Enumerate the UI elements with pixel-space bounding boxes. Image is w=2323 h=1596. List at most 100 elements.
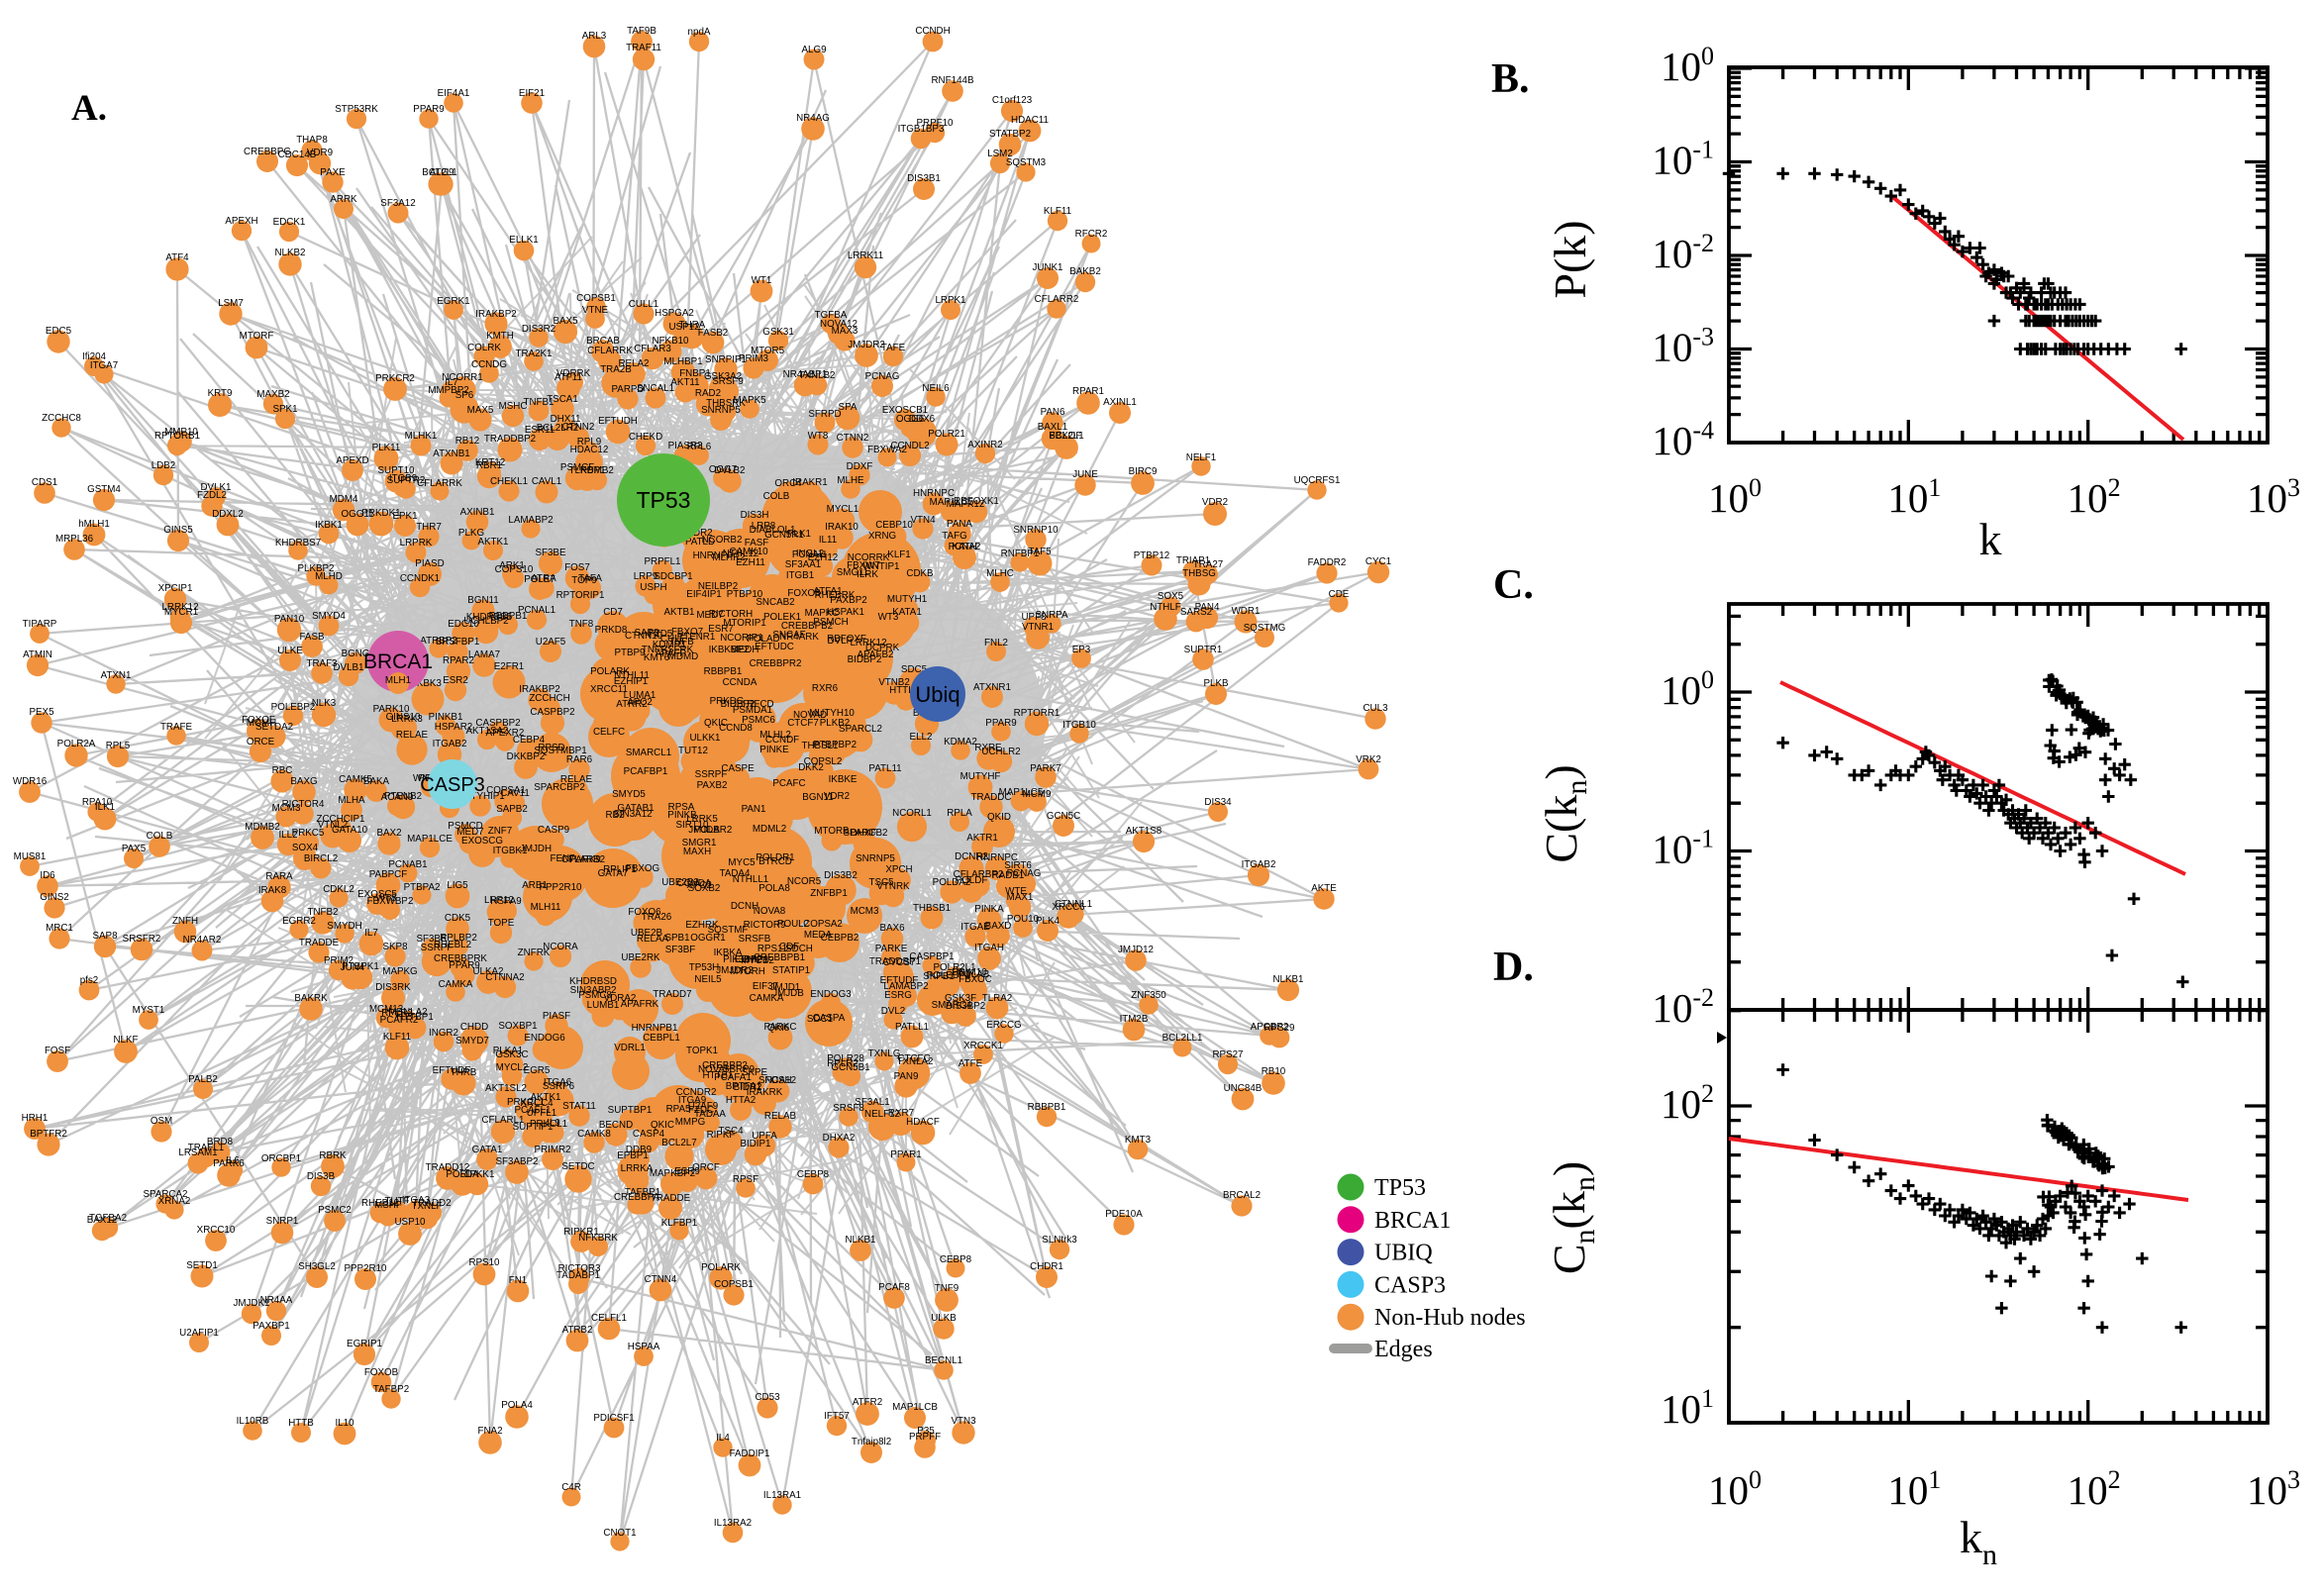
- svg-text:CAMK5: CAMK5: [339, 774, 372, 785]
- svg-text:RPTORB1: RPTORB1: [154, 431, 200, 442]
- svg-text:TOP9: TOP9: [571, 575, 596, 586]
- svg-text:NOVA8: NOVA8: [754, 906, 786, 917]
- svg-text:POLDA2: POLDA2: [933, 877, 971, 888]
- svg-text:TRADDE: TRADDE: [299, 938, 340, 948]
- svg-text:ENDOG6: ENDOG6: [524, 1033, 565, 1044]
- svg-text:CFLARBP2: CFLARBP2: [954, 869, 1004, 880]
- svg-text:BCL2LR2: BCL2LR2: [537, 423, 578, 434]
- svg-text:NCORIP1: NCORIP1: [720, 633, 763, 644]
- svg-text:MYCL1: MYCL1: [827, 504, 859, 515]
- svg-text:CDK5: CDK5: [445, 913, 471, 924]
- svg-text:DHXF: DHXF: [851, 828, 877, 839]
- svg-text:TNF8: TNF8: [569, 619, 594, 630]
- svg-text:NLKB1: NLKB1: [1272, 974, 1303, 985]
- svg-text:XRCC6: XRCC6: [1052, 902, 1085, 913]
- svg-text:SMYDH: SMYDH: [327, 921, 361, 932]
- svg-text:BAX6: BAX6: [879, 923, 905, 934]
- svg-text:TUT12: TUT12: [678, 746, 708, 756]
- svg-text:PCNAH: PCNAH: [792, 549, 826, 560]
- svg-text:RBBPB1: RBBPB1: [704, 666, 743, 677]
- svg-text:PARPD: PARPD: [611, 384, 644, 395]
- svg-text:SMGR1: SMGR1: [682, 838, 717, 848]
- svg-text:PEX5: PEX5: [29, 707, 54, 718]
- svg-text:FOS7: FOS7: [564, 562, 590, 573]
- svg-text:AXINR2: AXINR2: [967, 440, 1002, 450]
- svg-text:TLRBP1: TLRBP1: [568, 465, 605, 476]
- svg-text:XPCIP1: XPCIP1: [158, 583, 193, 594]
- svg-text:SRSF9: SRSF9: [712, 376, 744, 387]
- svg-text:COLB: COLB: [763, 491, 790, 502]
- svg-text:TNFB: TNFB: [668, 637, 694, 648]
- svg-text:ATF4: ATF4: [165, 252, 189, 263]
- svg-text:ESRG: ESRG: [884, 990, 912, 1001]
- svg-text:HNRNPC: HNRNPC: [913, 488, 955, 499]
- svg-text:MRC1: MRC1: [46, 923, 73, 934]
- svg-text:CFLARL1: CFLARL1: [481, 1115, 524, 1126]
- svg-text:SNCA12: SNCA12: [758, 1075, 796, 1086]
- svg-text:RPLA: RPLA: [947, 808, 972, 819]
- svg-text:SDCH: SDCH: [785, 944, 813, 954]
- svg-text:RPL9: RPL9: [577, 437, 602, 448]
- svg-text:JMJDK1: JMJDK1: [233, 1298, 269, 1309]
- svg-text:NLKB2: NLKB2: [274, 248, 305, 258]
- svg-text:HTTBP1: HTTBP1: [396, 1012, 434, 1023]
- svg-text:PARK7: PARK7: [1030, 763, 1060, 774]
- svg-text:TGFBA: TGFBA: [815, 310, 848, 321]
- svg-text:TADA4: TADA4: [720, 868, 751, 879]
- svg-text:PCNAB1: PCNAB1: [388, 859, 427, 870]
- svg-text:PTBPBP2: PTBPBP2: [813, 740, 857, 750]
- svg-text:PARK9: PARK9: [569, 854, 600, 865]
- svg-text:SP6: SP6: [455, 390, 474, 401]
- svg-text:RIPKF: RIPKF: [707, 1130, 736, 1141]
- svg-text:TRAF3: TRAF3: [306, 658, 338, 669]
- svg-text:CASPBP1: CASPBP1: [909, 951, 954, 962]
- svg-text:LUMB1: LUMB1: [587, 1000, 620, 1011]
- svg-text:ATXN1: ATXN1: [101, 670, 132, 681]
- svg-text:FZD5: FZD5: [649, 629, 673, 640]
- svg-text:NOVA12: NOVA12: [820, 319, 858, 330]
- svg-text:ARRK: ARRK: [330, 194, 357, 205]
- svg-text:FBXOC: FBXOC: [959, 974, 992, 985]
- svg-text:BRCA1: BRCA1: [363, 650, 433, 673]
- svg-text:GSK3F: GSK3F: [945, 993, 976, 1004]
- svg-text:BPTFR2: BPTFR2: [30, 1129, 67, 1140]
- svg-text:MLH1: MLH1: [385, 675, 411, 686]
- svg-text:GCN5B1: GCN5B1: [831, 1062, 869, 1073]
- svg-text:FOSH: FOSH: [764, 1075, 791, 1086]
- svg-text:ARL3: ARL3: [582, 31, 607, 42]
- svg-text:MLHBP1: MLHBP1: [663, 356, 702, 367]
- svg-text:FZDC: FZDC: [688, 1105, 714, 1116]
- svg-text:ITGB10: ITGB10: [1062, 720, 1096, 731]
- svg-text:RBR1: RBR1: [476, 460, 502, 471]
- svg-text:RB10: RB10: [1262, 1066, 1286, 1077]
- svg-text:P(k): P(k): [1545, 220, 1595, 298]
- svg-text:BTRCD: BTRCD: [758, 856, 792, 867]
- svg-text:IRAKBP2: IRAKBP2: [519, 684, 559, 695]
- svg-text:EZHIP1: EZHIP1: [735, 954, 768, 965]
- svg-text:OSM: OSM: [151, 1116, 172, 1127]
- svg-text:TNFRSFRK: TNFRSFRK: [642, 645, 694, 655]
- svg-text:NELF1: NELF1: [1186, 452, 1217, 463]
- svg-text:EZH12: EZH12: [808, 552, 839, 563]
- svg-text:RPLR2: RPLR2: [381, 1008, 413, 1019]
- svg-text:DCPRK: DCPRK: [865, 643, 900, 653]
- svg-text:IL10RB: IL10RB: [237, 1416, 269, 1427]
- svg-text:THRB: THRB: [451, 1067, 477, 1078]
- svg-text:SPARCL2: SPARCL2: [839, 724, 882, 735]
- svg-text:FADDR2: FADDR2: [1308, 557, 1347, 568]
- svg-text:PAN1: PAN1: [742, 804, 766, 815]
- svg-text:QKI6: QKI6: [767, 1023, 790, 1034]
- svg-text:COLRK: COLRK: [467, 343, 501, 353]
- svg-text:HDAC11: HDAC11: [1011, 115, 1049, 126]
- svg-text:SNRNP5: SNRNP5: [701, 405, 741, 416]
- svg-text:PPAR9: PPAR9: [449, 960, 479, 971]
- svg-text:AKTK1: AKTK1: [530, 1092, 560, 1103]
- svg-text:QKID: QKID: [987, 812, 1011, 823]
- svg-text:TOPE: TOPE: [488, 918, 515, 929]
- svg-text:FBXWA2: FBXWA2: [867, 445, 907, 455]
- svg-text:ORC4: ORC4: [774, 478, 802, 489]
- svg-text:CULL1: CULL1: [629, 299, 659, 310]
- svg-text:PLK11: PLK11: [372, 443, 401, 453]
- svg-text:IKBK3: IKBK3: [414, 678, 442, 689]
- svg-text:CEBPB2: CEBPB2: [821, 933, 859, 944]
